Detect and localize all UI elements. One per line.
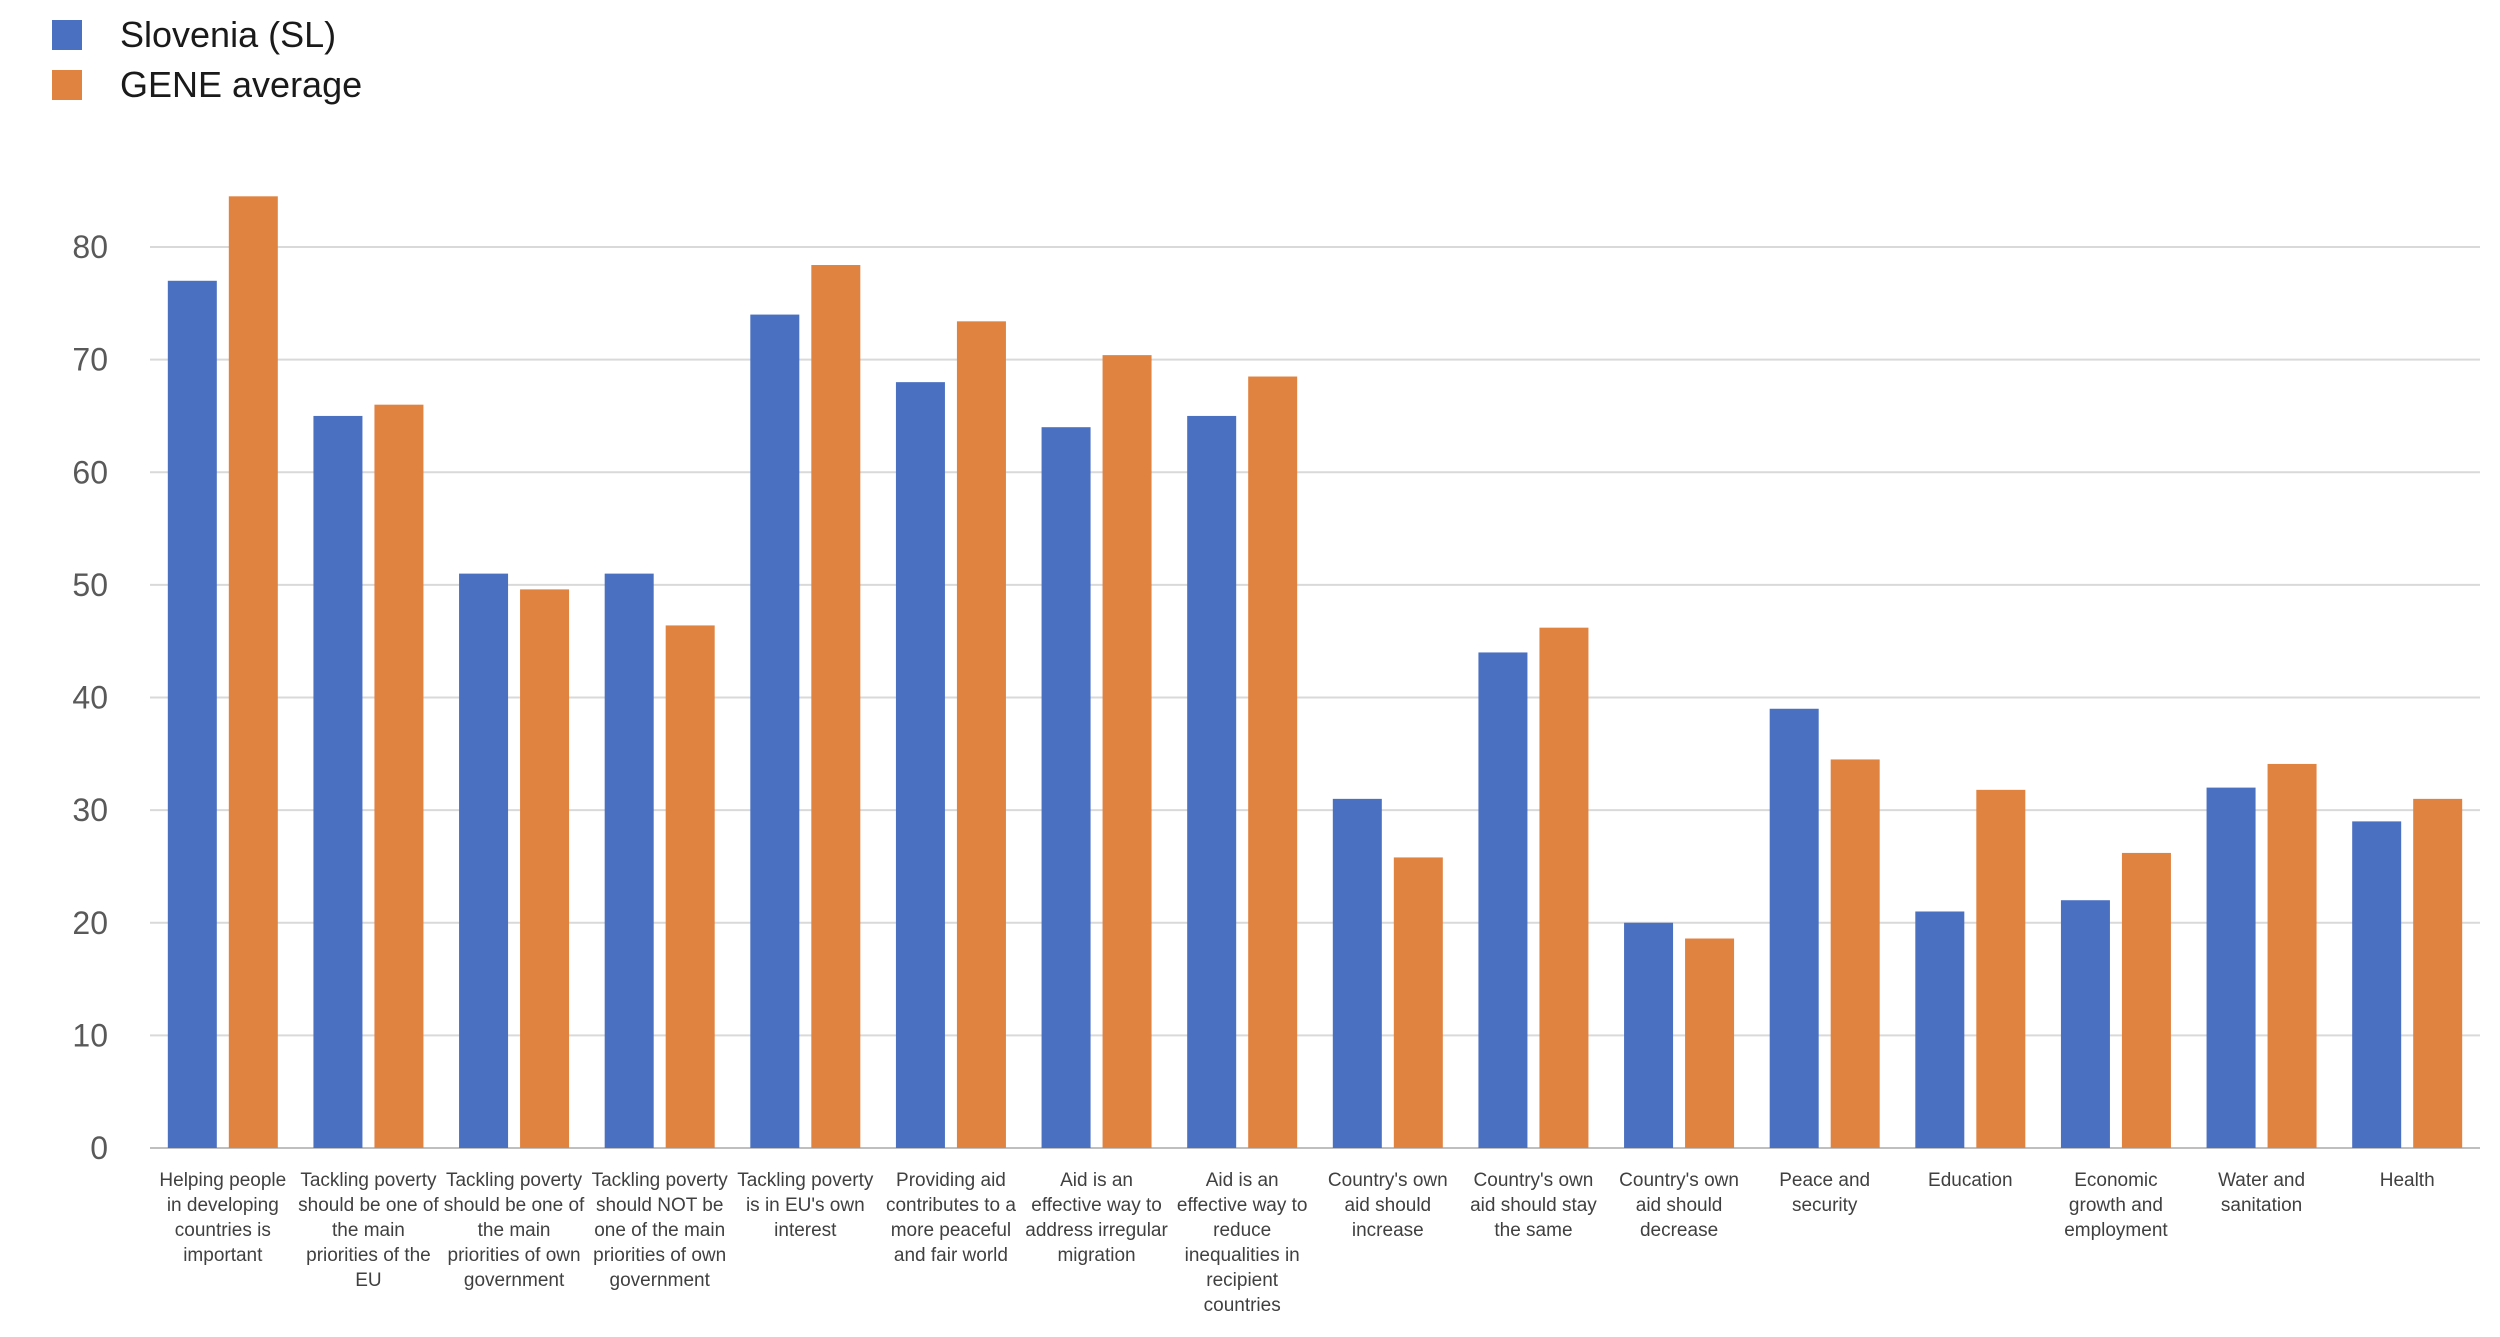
y-tick-label-0: 0 [90,1130,108,1166]
bar-slovenia-sl-3 [459,573,509,1148]
y-tick-label-40: 40 [72,680,108,716]
x-tick-label-14: Economic growth and employment [2064,1170,2168,1241]
x-tick-label-2: Tackling poverty should be one of the main… [298,1170,439,1291]
legend-label-gene-average: GENE average [120,64,363,105]
bar-gene-average-11 [1685,938,1735,1148]
bar-gene-average-13 [1976,789,2026,1148]
bar-slovenia-sl-15 [2206,787,2256,1148]
bar-slovenia-sl-14 [2060,900,2110,1148]
legend-label-slovenia: Slovenia (SL) [120,14,337,55]
y-tick-label-80: 80 [72,229,108,265]
y-tick-label-70: 70 [72,342,108,378]
x-tick-label-6: Providing aid contributes to a more peacef… [886,1170,1016,1266]
bar-slovenia-sl-5 [750,314,800,1148]
x-axis-ticks: Helping people in developing countries is i… [159,1170,2434,1316]
legend: Slovenia (SL) GENE average [52,10,362,110]
bar-gene-average-7 [1102,355,1152,1148]
bar-gene-average-9 [1393,857,1443,1148]
legend-swatch-slovenia [52,20,82,50]
legend-item-gene-average: GENE average [52,60,362,110]
bar-gene-average-14 [2121,852,2171,1148]
legend-swatch-gene-average [52,70,82,100]
x-tick-label-15: Water and sanitation [2218,1170,2305,1216]
bar-gene-average-8 [1248,376,1298,1148]
x-tick-label-5: Tackling poverty is in EU's own interest [737,1170,874,1241]
bar-slovenia-sl-4 [604,573,654,1148]
bar-slovenia-sl-9 [1332,798,1382,1148]
bar-slovenia-sl-1 [167,280,217,1149]
y-tick-label-30: 30 [72,792,108,828]
bar-gene-average-1 [228,196,278,1149]
legend-item-slovenia: Slovenia (SL) [52,10,362,60]
y-tick-label-60: 60 [72,454,108,490]
bar-gene-average-15 [2267,763,2317,1148]
y-axis-ticks: 0 10 20 30 40 50 60 70 80 [72,229,108,1166]
bars [167,196,2463,1149]
x-tick-label-13: Education [1928,1170,2013,1191]
bar-slovenia-sl-10 [1478,652,1528,1148]
bar-slovenia-sl-7 [1041,427,1091,1148]
bar-gene-average-10 [1539,627,1589,1148]
bar-gene-average-2 [374,404,424,1148]
bar-slovenia-sl-13 [1915,911,1965,1148]
x-tick-label-11: Country's own aid should decrease [1619,1170,1739,1241]
bar-gene-average-4 [665,625,715,1148]
bar-gene-average-5 [811,265,861,1148]
x-tick-label-16: Health [2380,1170,2435,1191]
bar-gene-average-16 [2413,798,2463,1148]
y-tick-label-20: 20 [72,905,108,941]
x-tick-label-8: Aid is an effective way to reduce inequalit… [1177,1170,1308,1316]
x-tick-label-7: Aid is an effective way to address irregul… [1025,1170,1168,1266]
bar-slovenia-sl-6 [895,382,945,1148]
bar-gene-average-12 [1830,759,1880,1148]
bar-slovenia-sl-16 [2352,821,2402,1148]
y-tick-label-10: 10 [72,1017,108,1053]
x-tick-label-9: Country's own aid should increase [1328,1170,1448,1241]
x-tick-label-10: Country's own aid should stay the same [1470,1170,1597,1241]
x-tick-label-1: Helping people in developing countries is i… [159,1170,286,1266]
x-tick-label-3: Tackling poverty should be one of the main… [444,1170,585,1291]
y-tick-label-50: 50 [72,567,108,603]
bar-gene-average-3 [520,589,570,1148]
x-tick-label-4: Tackling poverty should NOT be one of the … [592,1170,729,1291]
bar-slovenia-sl-11 [1624,922,1674,1148]
bar-slovenia-sl-2 [313,415,363,1148]
bar-slovenia-sl-12 [1769,708,1819,1148]
x-tick-label-12: Peace and security [1779,1170,1870,1216]
bar-gene-average-6 [956,321,1006,1148]
bar-slovenia-sl-8 [1187,415,1237,1148]
